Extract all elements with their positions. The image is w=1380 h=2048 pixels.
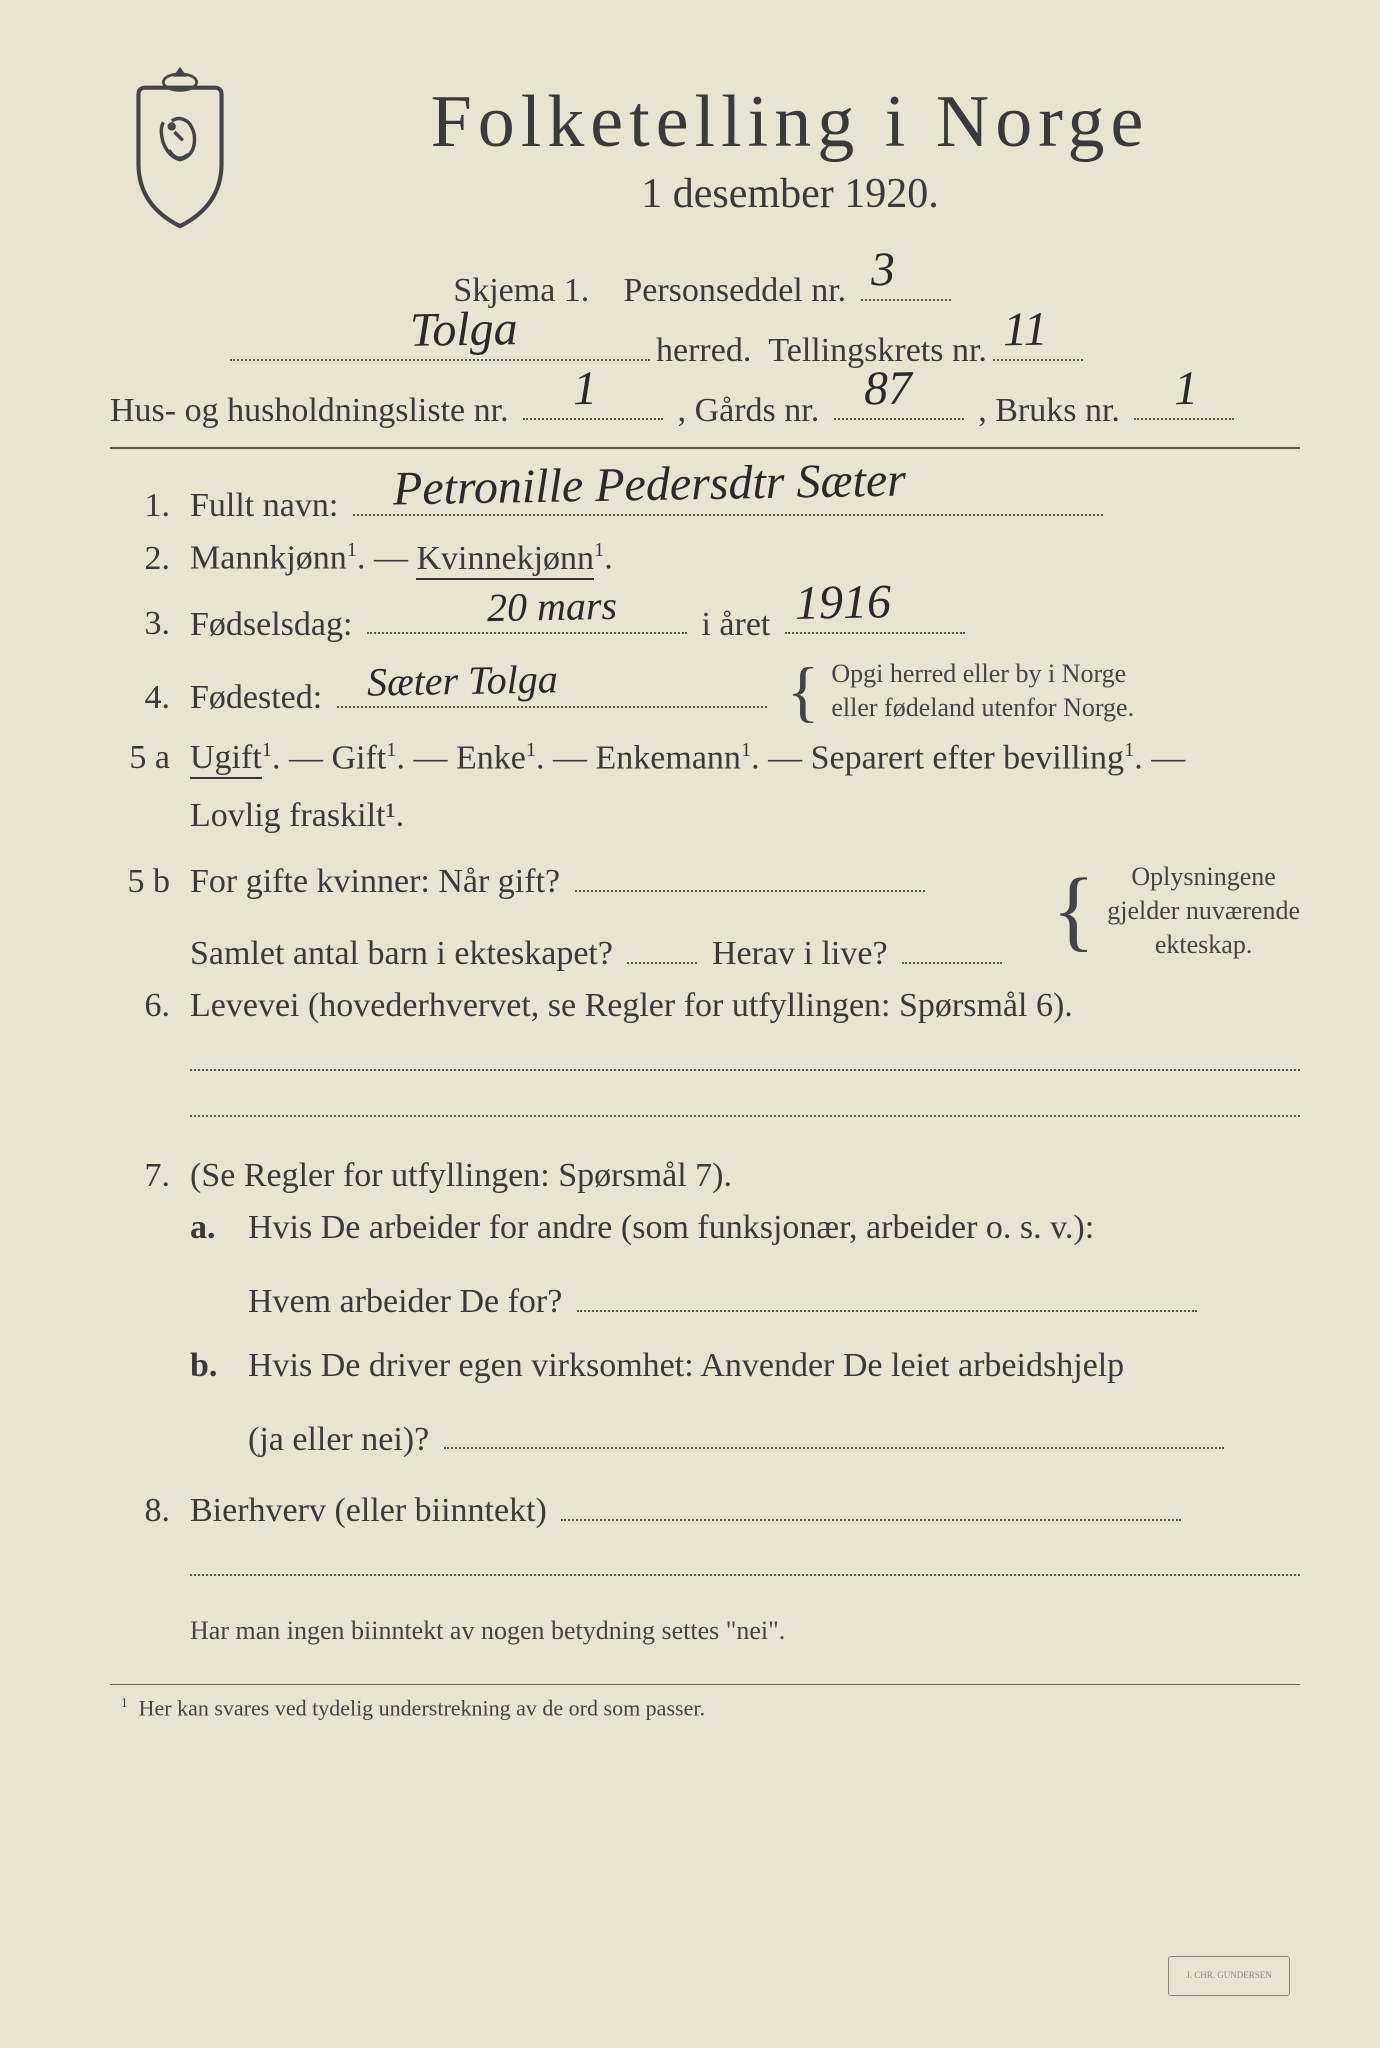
q7a-field	[577, 1269, 1197, 1312]
q6-row: 6. Levevei (hovederhvervet, se Regler fo…	[110, 987, 1300, 1025]
q1-num: 1.	[110, 487, 170, 525]
q8-line	[190, 1572, 1300, 1576]
personseddel-nr: 3	[870, 242, 895, 297]
q4-note: { Opgi herred eller by i Norge eller fød…	[787, 657, 1134, 725]
q3-label: Fødselsdag:	[190, 605, 352, 642]
footnote: 1 Her kan svares ved tydelig understrekn…	[110, 1684, 1300, 1721]
q4-row: 4. Fødested: Sæter Tolga { Opgi herred e…	[110, 657, 1300, 725]
q2-num: 2.	[110, 540, 170, 578]
hus-label: Hus- og husholdningsliste nr.	[110, 391, 509, 428]
q8-num: 8.	[110, 1492, 170, 1530]
q7-row: 7. (Se Regler for utfyllingen: Spørsmål …	[110, 1157, 1300, 1195]
q5b-row: 5 b For gifte kvinner: Når gift? Samlet …	[110, 849, 1300, 973]
q2-row: 2. Mannkjønn1. — Kvinnekjønn1.	[110, 539, 1300, 577]
q3-mid: i året	[701, 605, 770, 642]
herred-label: herred.	[656, 332, 751, 370]
q4-value: Sæter Tolga	[366, 655, 558, 705]
q3-year: 1916	[794, 574, 891, 631]
q3-day-field: 20 mars	[367, 592, 687, 635]
q4-note2: eller fødeland utenfor Norge.	[831, 691, 1134, 725]
herred-value: Tolga	[410, 301, 519, 358]
q6-line2	[190, 1113, 1300, 1117]
q8-field	[561, 1478, 1181, 1521]
q3-num: 3.	[110, 605, 170, 643]
q5b-l1: For gifte kvinner: Når gift?	[190, 863, 560, 900]
q5b-l2b: Herav i live?	[712, 935, 888, 972]
q7a-l2: Hvem arbeider De for?	[248, 1283, 562, 1320]
q5b-note: { Oplysningene gjelder nuværende ekteska…	[1052, 860, 1300, 961]
personseddel-label: Personseddel nr.	[623, 272, 846, 309]
subtitle: 1 desember 1920.	[280, 170, 1300, 218]
herred-row: Tolga herred. Tellingskrets nr. 11	[110, 318, 1300, 370]
gards-label: , Gårds nr.	[678, 391, 820, 428]
footer-note: Har man ingen biinntekt av nogen betydni…	[190, 1616, 1300, 1646]
title-block: Folketelling i Norge 1 desember 1920.	[280, 60, 1300, 248]
bruks-nr: 1	[1174, 361, 1199, 416]
q5b-live-field	[902, 921, 1002, 964]
hus-nr-field: 1	[523, 378, 663, 421]
q5a-num: 5 a	[110, 739, 170, 777]
q7a-letter: a.	[190, 1209, 230, 1247]
q7b-letter: b.	[190, 1347, 230, 1385]
herred-field: Tolga	[230, 318, 650, 361]
q2-mann: Mannkjønn	[190, 540, 347, 577]
q3-day: 20 mars	[487, 582, 618, 631]
q7-num: 7.	[110, 1157, 170, 1195]
q3-year-field: 1916	[785, 592, 965, 635]
q4-field: Sæter Tolga	[337, 665, 767, 708]
tellingskrets-nr: 11	[1002, 301, 1047, 357]
q5b-note2: gjelder nuværende	[1107, 894, 1300, 928]
header: Folketelling i Norge 1 desember 1920.	[110, 60, 1300, 248]
q7a-l1: Hvis De arbeider for andre (som funksjon…	[248, 1209, 1300, 1247]
q4-num: 4.	[110, 679, 170, 717]
q1-value: Petronille Pedersdtr Sæter	[392, 453, 906, 517]
gards-nr: 87	[863, 361, 912, 417]
tellingskrets-field: 11	[993, 318, 1083, 361]
q6-line1	[190, 1067, 1300, 1071]
hus-nr: 1	[573, 361, 598, 416]
bruks-nr-field: 1	[1134, 378, 1234, 421]
q2-kvinne: Kvinnekjønn	[416, 540, 594, 580]
q8-text: Bierhverv (eller biinntekt)	[190, 1492, 547, 1529]
q1-row: 1. Fullt navn: Petronille Pedersdtr Sæte…	[110, 473, 1300, 525]
q6-text: Levevei (hovederhvervet, se Regler for u…	[190, 987, 1300, 1025]
q5b-gift-field	[575, 849, 925, 892]
q6-num: 6.	[110, 987, 170, 1025]
q7a-row: a. Hvis De arbeider for andre (som funks…	[190, 1209, 1300, 1321]
footnote-num: 1	[121, 1695, 128, 1710]
q4-label: Fødested:	[190, 679, 322, 716]
q3-row: 3. Fødselsdag: 20 mars i året 1916	[110, 592, 1300, 644]
q8-row: 8. Bierhverv (eller biinntekt)	[110, 1478, 1300, 1530]
brace-icon-2: {	[1052, 884, 1095, 938]
q5a-opts2: Lovlig fraskilt¹.	[190, 797, 1300, 835]
q5a-ugift: Ugift	[190, 739, 262, 779]
q5b-note3: ekteskap.	[1107, 928, 1300, 962]
q5b-note1: Oplysningene	[1107, 860, 1300, 894]
personseddel-nr-field: 3	[861, 258, 951, 301]
q5b-num: 5 b	[110, 863, 170, 901]
q7b-l1: Hvis De driver egen virksomhet: Anvender…	[248, 1347, 1300, 1385]
q1-field: Petronille Pedersdtr Sæter	[353, 473, 1103, 516]
q7b-row: b. Hvis De driver egen virksomhet: Anven…	[190, 1347, 1300, 1459]
brace-icon: {	[787, 671, 820, 712]
hus-row: Hus- og husholdningsliste nr. 1 , Gårds …	[110, 378, 1300, 430]
footnote-text: Her kan svares ved tydelig understreknin…	[139, 1696, 705, 1721]
q7b-l2: (ja eller nei)?	[248, 1420, 429, 1457]
gards-nr-field: 87	[834, 378, 964, 421]
divider	[110, 447, 1300, 449]
q5b-l2a: Samlet antal barn i ekteskapet?	[190, 935, 613, 972]
coat-of-arms-icon	[110, 60, 250, 240]
q4-note1: Opgi herred eller by i Norge	[831, 657, 1134, 691]
q7b-field	[444, 1407, 1224, 1450]
census-form-page: Folketelling i Norge 1 desember 1920. Sk…	[0, 0, 1380, 2048]
bruks-label: , Bruks nr.	[978, 391, 1120, 428]
q5b-barn-field	[627, 921, 697, 964]
printer-stamp: J. CHR. GUNDERSEN	[1168, 1956, 1290, 1996]
main-title: Folketelling i Norge	[280, 80, 1300, 165]
q7-text: (Se Regler for utfyllingen: Spørsmål 7).	[190, 1157, 1300, 1195]
q1-label: Fullt navn:	[190, 487, 338, 524]
skjema-row: Skjema 1. Personseddel nr. 3	[110, 258, 1300, 310]
q5a-row: 5 a Ugift1. — Gift1. — Enke1. — Enkemann…	[110, 739, 1300, 835]
